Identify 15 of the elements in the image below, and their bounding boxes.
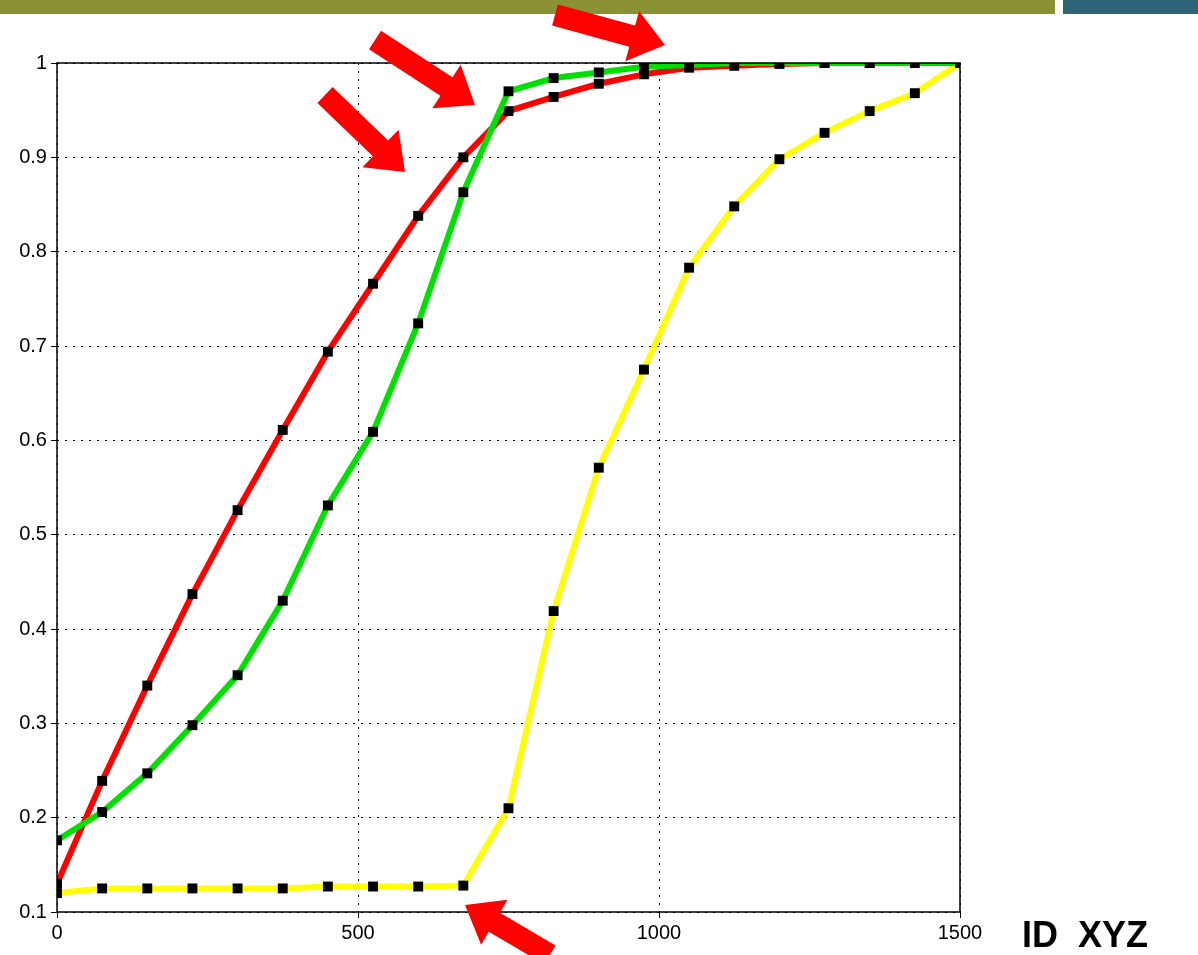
x-tick-label: 500 <box>341 920 375 943</box>
y-tick-label: 0.8 <box>19 239 47 262</box>
x-tick-label: 1000 <box>636 920 682 943</box>
y-tick-label: 1 <box>35 50 47 73</box>
y-tick-label: 0.6 <box>19 427 47 450</box>
y-tick-label: 0.7 <box>19 333 47 356</box>
y-tick-label: 0.3 <box>19 710 47 733</box>
text: ID XYZ <box>1022 914 1149 955</box>
y-tick-label: 0.1 <box>19 899 47 922</box>
y-tick-label: 0.4 <box>19 616 47 639</box>
x-tick-label: 0 <box>51 920 63 943</box>
y-tick-label: 0.9 <box>19 144 47 167</box>
y-tick-label: 0.2 <box>19 805 47 828</box>
x-tick-label: 1500 <box>937 920 983 943</box>
y-tick-label: 0.5 <box>19 522 47 545</box>
